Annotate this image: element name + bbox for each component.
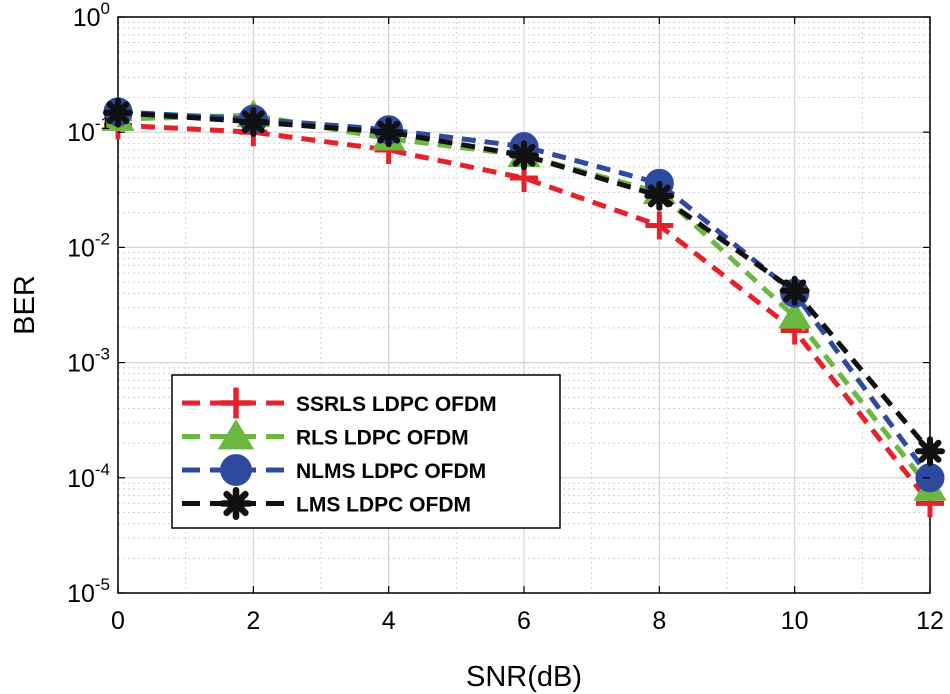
legend-item: NLMS LDPC OFDM xyxy=(182,454,486,486)
y-tick-base: 10 xyxy=(67,350,95,378)
x-tick-label: 12 xyxy=(916,607,944,635)
y-tick-label: 10-5 xyxy=(67,575,110,608)
y-tick-label: 10-2 xyxy=(67,229,110,262)
triangle-marker xyxy=(778,300,812,329)
y-tick-label: 100 xyxy=(73,0,110,32)
x-tick-label: 10 xyxy=(781,607,809,635)
y-axis-title: BER xyxy=(9,275,41,335)
legend-item: RLS LDPC OFDM xyxy=(182,419,469,450)
x-tick-label: 6 xyxy=(517,607,531,635)
asterisk-marker xyxy=(103,97,133,128)
legend-label: LMS LDPC OFDM xyxy=(296,494,471,517)
y-tick-exponent: -3 xyxy=(95,345,110,364)
asterisk-marker xyxy=(644,180,675,211)
y-tick-label: 10-3 xyxy=(67,345,110,378)
asterisk-marker xyxy=(373,117,404,148)
x-tick-label: 0 xyxy=(111,607,125,635)
triangle-marker xyxy=(217,419,255,450)
y-tick-exponent: -5 xyxy=(95,575,110,594)
y-tick-exponent: 0 xyxy=(101,0,110,18)
series-asterisk xyxy=(103,97,945,467)
x-tick-label: 8 xyxy=(652,607,666,635)
series-layer xyxy=(101,97,947,518)
y-tick-label: 10-4 xyxy=(67,460,110,493)
x-tick-label: 2 xyxy=(246,607,260,635)
x-tick-label: 4 xyxy=(382,607,396,635)
circle-marker xyxy=(220,454,252,486)
x-axis-title: SNR(dB) xyxy=(466,661,582,693)
legend-item: LMS LDPC OFDM xyxy=(182,486,471,521)
y-tick-label: 10-1 xyxy=(67,114,110,147)
y-tick-base: 10 xyxy=(73,4,101,32)
asterisk-marker xyxy=(779,275,810,306)
asterisk-marker xyxy=(238,106,269,137)
legend: SSRLS LDPC OFDM RLS LDPC OFDM NLMS LDPC OF… xyxy=(171,374,561,529)
legend-label: RLS LDPC OFDM xyxy=(296,427,469,450)
asterisk-marker xyxy=(509,140,539,171)
asterisk-marker xyxy=(915,436,945,467)
y-tick-exponent: -2 xyxy=(95,229,110,248)
legend-label: SSRLS LDPC OFDM xyxy=(296,393,497,416)
asterisk-marker xyxy=(219,486,253,521)
y-tick-base: 10 xyxy=(67,234,95,262)
y-tick-base: 10 xyxy=(67,119,95,147)
y-tick-base: 10 xyxy=(67,580,95,608)
y-tick-exponent: -4 xyxy=(95,460,110,479)
legend-label: NLMS LDPC OFDM xyxy=(296,460,486,483)
plus-marker xyxy=(645,211,674,240)
legend-item: SSRLS LDPC OFDM xyxy=(182,387,497,419)
y-tick-exponent: -1 xyxy=(95,114,110,133)
y-tick-base: 10 xyxy=(67,465,95,493)
plus-marker xyxy=(220,387,252,419)
